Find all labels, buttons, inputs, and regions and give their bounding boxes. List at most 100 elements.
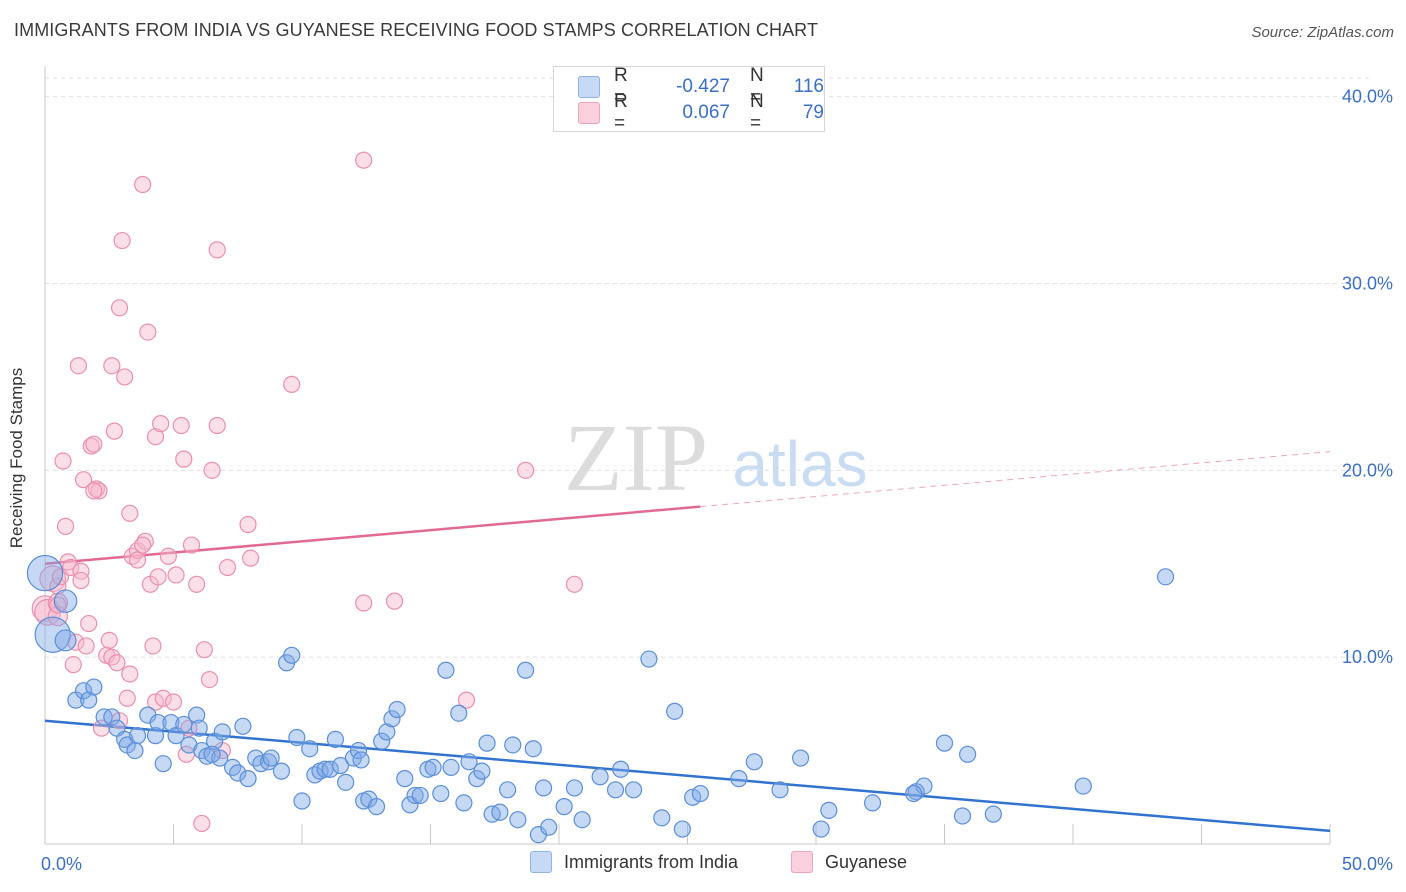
guyanese-point <box>193 814 211 833</box>
y-tick-label: 20.0% <box>1342 460 1393 480</box>
india-point <box>653 809 671 827</box>
guyanese-point <box>195 641 213 659</box>
india-point <box>367 798 386 816</box>
guyanese-point <box>62 558 80 577</box>
india-point <box>154 755 172 773</box>
india-point <box>352 751 370 769</box>
guyanese-point <box>128 551 147 569</box>
india-point <box>406 786 424 805</box>
guyanese-point <box>118 689 136 707</box>
series-legend-guyanese[interactable]: Guyanese <box>791 851 907 873</box>
india-point <box>534 779 553 797</box>
india-point <box>411 786 429 805</box>
india-point <box>499 781 517 799</box>
india-point <box>573 811 591 829</box>
guyanese-point <box>385 592 404 610</box>
india-point <box>149 713 167 732</box>
india-point <box>624 781 643 799</box>
india-point <box>524 740 542 758</box>
watermark: ZIP atlas <box>564 404 868 511</box>
guyanese-point <box>121 504 139 522</box>
india-point <box>239 770 257 788</box>
guyanese-point <box>172 416 190 435</box>
india-point <box>450 704 468 722</box>
guyanese-point <box>116 368 134 386</box>
india-point <box>432 784 450 803</box>
india-point <box>791 749 810 767</box>
india-point <box>1074 777 1092 795</box>
india-point <box>555 798 573 816</box>
india-point <box>820 801 838 819</box>
india-point <box>80 691 98 709</box>
india-point <box>424 758 442 777</box>
india-point <box>984 805 1002 823</box>
guyanese-point <box>108 654 126 672</box>
india-point <box>53 589 78 613</box>
series-legend-india[interactable]: Immigrants from India <box>530 851 738 873</box>
trend-line-0 <box>44 719 1331 833</box>
series-legend: Immigrants from India Guyanese <box>0 851 1406 877</box>
legend-swatch-guyanese <box>578 102 600 124</box>
india-point <box>378 723 396 741</box>
india-point <box>373 732 391 750</box>
grid-lines <box>45 77 1370 658</box>
guyanese-point <box>164 693 183 711</box>
india-point <box>1156 568 1175 586</box>
y-tick-label: 40.0% <box>1342 87 1393 107</box>
guyanese-point <box>208 241 226 259</box>
guyanese-point <box>188 575 206 593</box>
guyanese-point <box>283 375 301 393</box>
india-point <box>606 781 625 799</box>
guyanese-point <box>121 665 139 683</box>
india-point <box>26 554 64 592</box>
watermark-zip: ZIP <box>564 404 708 511</box>
india-point <box>771 781 789 799</box>
india-point <box>437 661 455 679</box>
india-point <box>301 740 319 758</box>
india-point <box>612 760 630 778</box>
guyanese-point <box>72 571 90 590</box>
guyanese-point <box>149 568 167 586</box>
source-credit: Source: ZipAtlas.com <box>1251 24 1394 41</box>
y-tick-label: 10.0% <box>1342 647 1393 667</box>
legend-n-value: 79 <box>802 102 824 123</box>
legend-row-guyanese: R = 0.067 N = 79 <box>578 91 824 134</box>
series-swatch-guyanese <box>791 851 813 873</box>
guyanese-point <box>203 461 221 479</box>
guyanese-point <box>144 637 162 655</box>
guyanese-point <box>72 562 90 580</box>
india-point <box>591 768 609 786</box>
chart-title: IMMIGRANTS FROM INDIA VS GUYANESE RECEIV… <box>14 20 819 40</box>
india-point <box>442 758 460 777</box>
india-point <box>863 794 882 812</box>
india-point <box>491 803 509 821</box>
x-tick-label: 0.0% <box>41 854 82 874</box>
guyanese-point <box>85 482 103 500</box>
india-point <box>203 745 221 763</box>
india-point <box>128 727 147 745</box>
series-swatch-india <box>530 851 552 873</box>
india-point <box>478 734 496 752</box>
india-point <box>666 702 684 720</box>
axes <box>44 66 1331 845</box>
guyanese-point <box>69 357 88 375</box>
guyanese-point <box>110 299 129 317</box>
india-point <box>272 762 291 780</box>
guyanese-point <box>146 428 165 446</box>
india-point <box>388 700 406 719</box>
legend-n-label: N = <box>749 65 764 108</box>
india-point <box>331 756 350 775</box>
india-point <box>460 753 478 771</box>
guyanese-point <box>134 175 152 194</box>
india-point <box>283 646 301 664</box>
india-point <box>540 818 558 836</box>
india-point <box>935 734 954 752</box>
trend-lines <box>44 451 1331 833</box>
guyanese-point <box>100 631 118 649</box>
guyanese-point <box>139 323 157 341</box>
india-point <box>229 764 247 782</box>
india-point <box>288 728 306 747</box>
series-label-guyanese: Guyanese <box>825 851 908 872</box>
guyanese-point <box>152 415 170 433</box>
